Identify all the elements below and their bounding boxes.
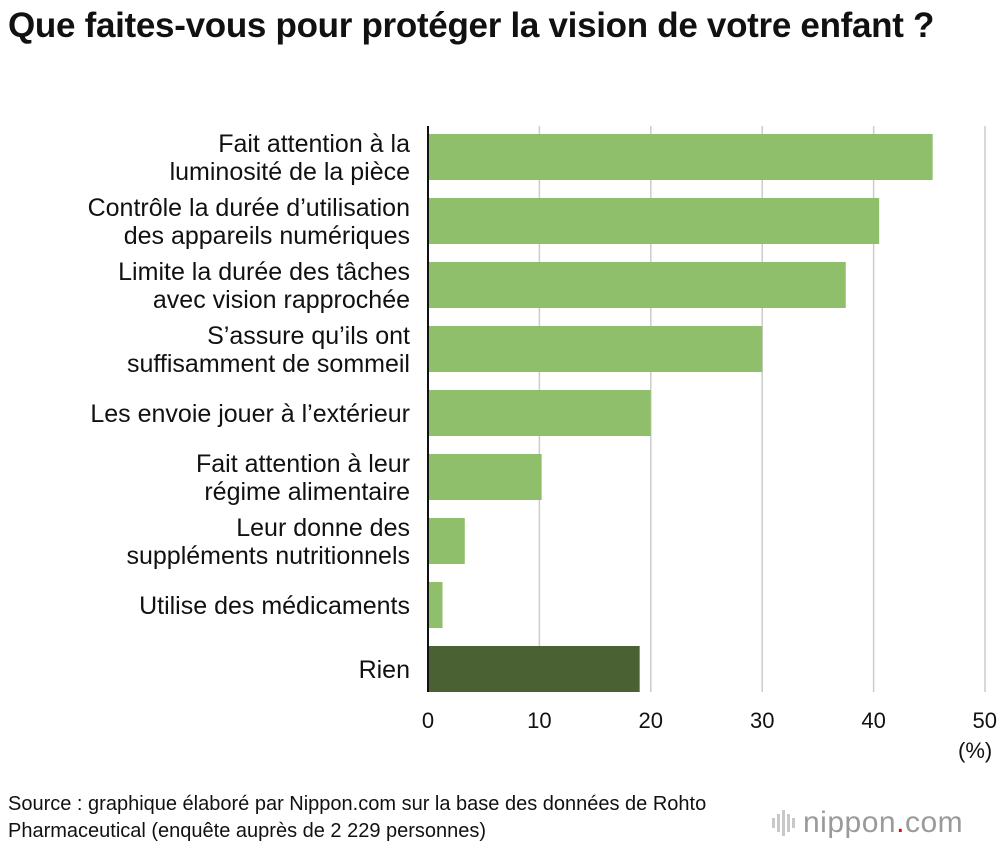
x-tick-label: 30: [750, 708, 774, 733]
x-tick-label: 40: [861, 708, 885, 733]
category-label: Fait attention à la luminosité de la pièc…: [170, 130, 411, 186]
logo-wordmark: nippon.com: [803, 806, 964, 839]
category-label: Contrôle la durée d’utilisation des appar…: [88, 194, 410, 250]
bar: [428, 646, 640, 692]
category-label: Leur donne des suppléments nutritionnels: [127, 514, 411, 570]
category-labels: Fait attention à la luminosité de la pièc…: [88, 130, 411, 684]
x-tick-label: 10: [527, 708, 551, 733]
bar: [428, 326, 763, 372]
bar: [428, 198, 880, 244]
source-note: Source : graphique élaboré par Nippon.co…: [8, 793, 707, 842]
tick-labels: 0 10 20 30 40 50: [422, 708, 997, 733]
bars: [428, 134, 933, 692]
axis-unit-label: (%): [958, 738, 993, 763]
category-label: S’assure qu’ils ont suffisamment de somme…: [127, 322, 410, 378]
category-label: Fait attention à leur régime alimentaire: [196, 450, 410, 506]
x-tick-label: 0: [422, 708, 434, 733]
bar: [428, 134, 933, 180]
bar: [428, 454, 542, 500]
category-label: Les envoie jouer à l’extérieur: [90, 400, 410, 428]
bar: [428, 582, 443, 628]
logo-mark-icon: [772, 810, 795, 836]
x-tick-label: 50: [973, 708, 997, 733]
category-label: Rien: [359, 656, 410, 684]
x-tick-label: 20: [639, 708, 663, 733]
chart-title: Que faites-vous pour protéger la vision …: [8, 6, 935, 45]
bar: [428, 518, 465, 564]
category-label: Limite la durée des tâches avec vision ra…: [118, 258, 410, 314]
bar-chart: Fait attention à la luminosité de la pièc…: [88, 126, 997, 733]
category-label: Utilise des médicaments: [139, 592, 410, 620]
bar: [428, 390, 651, 436]
nippon-logo: nippon.com: [772, 806, 963, 840]
bar: [428, 262, 846, 308]
